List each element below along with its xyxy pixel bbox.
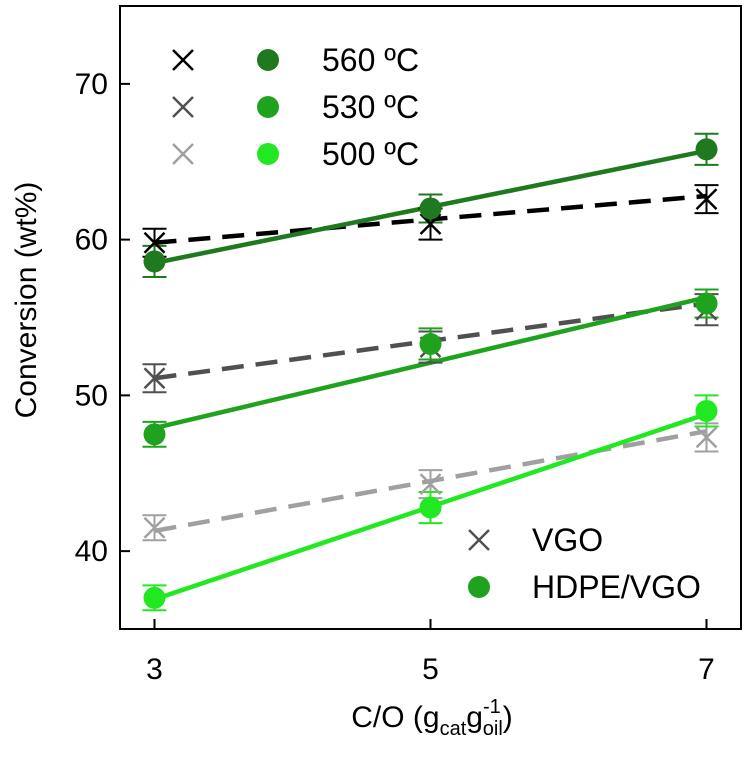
x-tick-label: 5 bbox=[422, 653, 439, 686]
legend-temperature-label: 560 ºC bbox=[322, 42, 419, 78]
legend-feed-label: HDPE/VGO bbox=[532, 569, 701, 605]
data-point-circle bbox=[143, 423, 166, 446]
data-point-circle bbox=[695, 138, 718, 161]
data-point-circle bbox=[419, 496, 442, 519]
data-point-circle bbox=[419, 332, 442, 355]
legend-x-marker bbox=[172, 96, 194, 118]
y-tick-label: 40 bbox=[75, 535, 108, 568]
data-point-circle bbox=[419, 197, 442, 220]
legend-feed-label: VGO bbox=[532, 522, 603, 558]
legend-circle-marker bbox=[468, 576, 490, 598]
legend-x-marker bbox=[468, 529, 490, 551]
legend-circle-marker bbox=[257, 96, 279, 118]
data-point-x bbox=[419, 213, 442, 235]
data-point-circle bbox=[695, 292, 718, 315]
legend-circle-marker bbox=[257, 143, 279, 165]
legend-x-marker bbox=[172, 143, 194, 165]
legend-x-marker bbox=[172, 49, 194, 71]
data-point-x bbox=[143, 516, 166, 539]
data-point-circle bbox=[695, 399, 718, 422]
plot-frame bbox=[119, 5, 742, 630]
y-tick-label: 50 bbox=[75, 379, 108, 412]
data-point-x bbox=[419, 473, 442, 496]
x-axis-title: C/O (gcatg-1 oil) bbox=[351, 696, 513, 740]
x-tick-label: 3 bbox=[146, 653, 163, 686]
data-point-circle bbox=[143, 586, 166, 609]
legend-temperature-label: 530 ºC bbox=[322, 89, 419, 125]
data-point-x bbox=[143, 367, 166, 390]
data-point-circle bbox=[143, 250, 166, 273]
data-point-x bbox=[143, 231, 166, 254]
y-tick-label: 60 bbox=[75, 224, 108, 257]
data-point-x bbox=[695, 426, 718, 449]
y-axis-title: Conversion (wt%) bbox=[10, 182, 43, 419]
data-point-x bbox=[695, 188, 718, 211]
x-tick-label: 7 bbox=[698, 653, 715, 686]
y-tick-label: 70 bbox=[75, 68, 108, 101]
legend-circle-marker bbox=[257, 49, 279, 71]
legend-temperature-label: 500 ºC bbox=[322, 136, 419, 172]
